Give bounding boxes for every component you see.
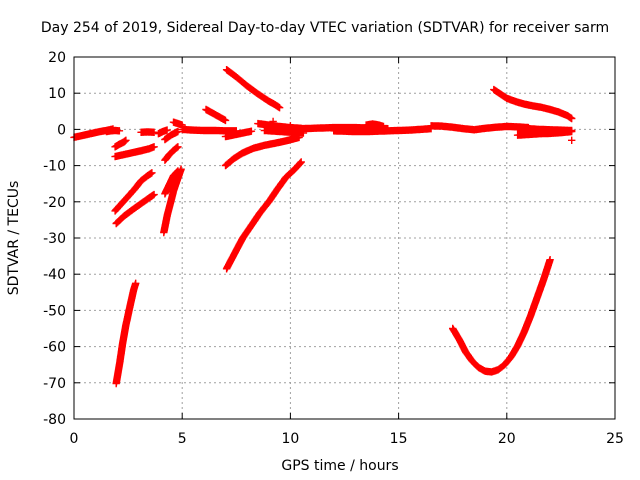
series-30 xyxy=(449,256,554,376)
series-12 xyxy=(160,165,185,237)
series-markers xyxy=(160,165,185,237)
series-29 xyxy=(513,124,576,135)
y-tick-label: -10 xyxy=(43,159,66,175)
series-17 xyxy=(221,133,303,170)
series-markers xyxy=(111,143,158,161)
y-tick-label: -30 xyxy=(43,231,66,247)
series-2 xyxy=(111,143,158,161)
series-23 xyxy=(330,127,381,136)
series-markers xyxy=(161,127,182,144)
series-8 xyxy=(154,126,171,138)
series-markers xyxy=(111,169,156,215)
grid xyxy=(74,57,615,419)
series-1 xyxy=(102,126,124,136)
series-markers xyxy=(490,85,576,123)
y-tick-label: -80 xyxy=(43,412,66,428)
series-7 xyxy=(137,128,158,136)
series-3 xyxy=(111,136,130,151)
chart-title: Day 254 of 2019, Sidereal Day-to-day VTE… xyxy=(41,20,609,36)
y-tick-label: 0 xyxy=(57,122,66,138)
series-21 xyxy=(260,126,308,137)
x-tick-label: 15 xyxy=(390,431,408,447)
series-markers xyxy=(111,136,130,151)
series-markers xyxy=(221,127,256,141)
series-markers xyxy=(112,190,158,228)
series-markers xyxy=(169,118,186,129)
series-markers xyxy=(202,105,230,125)
series-4 xyxy=(111,169,156,215)
series-markers xyxy=(137,128,158,136)
series-markers xyxy=(102,126,124,136)
y-tick-label: -20 xyxy=(43,195,66,211)
data-series xyxy=(70,66,576,388)
series-32 xyxy=(269,117,277,126)
series-markers xyxy=(330,127,381,136)
x-tick-label: 20 xyxy=(498,431,516,447)
series-markers xyxy=(449,256,554,376)
series-markers xyxy=(161,143,182,164)
x-tick-label: 5 xyxy=(178,431,187,447)
series-markers xyxy=(221,133,303,170)
series-markers xyxy=(112,279,140,388)
x-tick-label: 0 xyxy=(70,431,79,447)
series-markers xyxy=(260,126,308,137)
series-14 xyxy=(178,125,240,135)
series-markers xyxy=(568,136,576,144)
series-24 xyxy=(362,120,388,131)
y-tick-label: -40 xyxy=(43,267,66,283)
series-18 xyxy=(222,66,284,112)
series-19 xyxy=(222,158,305,273)
series-markers xyxy=(513,124,576,135)
series-markers xyxy=(373,125,435,135)
x-tick-label: 10 xyxy=(281,431,299,447)
series-5 xyxy=(112,190,158,228)
y-tick-label: 10 xyxy=(48,86,66,102)
series-27 xyxy=(490,85,576,123)
series-markers xyxy=(286,122,295,130)
series-25 xyxy=(373,125,435,135)
x-axis-label: GPS time / hours xyxy=(281,458,398,474)
series-10 xyxy=(161,143,182,164)
series-markers xyxy=(254,119,305,132)
series-markers xyxy=(362,120,388,131)
series-markers xyxy=(269,117,277,126)
series-20 xyxy=(254,119,305,132)
series-markers xyxy=(178,125,240,135)
series-markers xyxy=(222,158,305,273)
series-9 xyxy=(161,127,182,144)
y-tick-label: 20 xyxy=(48,50,66,66)
series-15 xyxy=(202,105,230,125)
y-axis-label: SDTVAR / TECUs xyxy=(6,181,22,296)
y-tick-label: -50 xyxy=(43,303,66,319)
series-13 xyxy=(169,118,186,129)
series-31 xyxy=(568,136,576,144)
y-tick-label: -60 xyxy=(43,340,66,356)
y-tick-label: -70 xyxy=(43,376,66,392)
series-16 xyxy=(221,127,256,141)
series-markers xyxy=(154,126,171,138)
series-6 xyxy=(112,279,140,388)
series-33 xyxy=(286,122,295,130)
x-tick-label: 25 xyxy=(606,431,624,447)
axis-ticks: 0 5 10 15 20 25 -80 -70 -60 -50 -40 -30 -20 -10 0 10 20 xyxy=(43,50,624,447)
series-markers xyxy=(222,66,284,112)
